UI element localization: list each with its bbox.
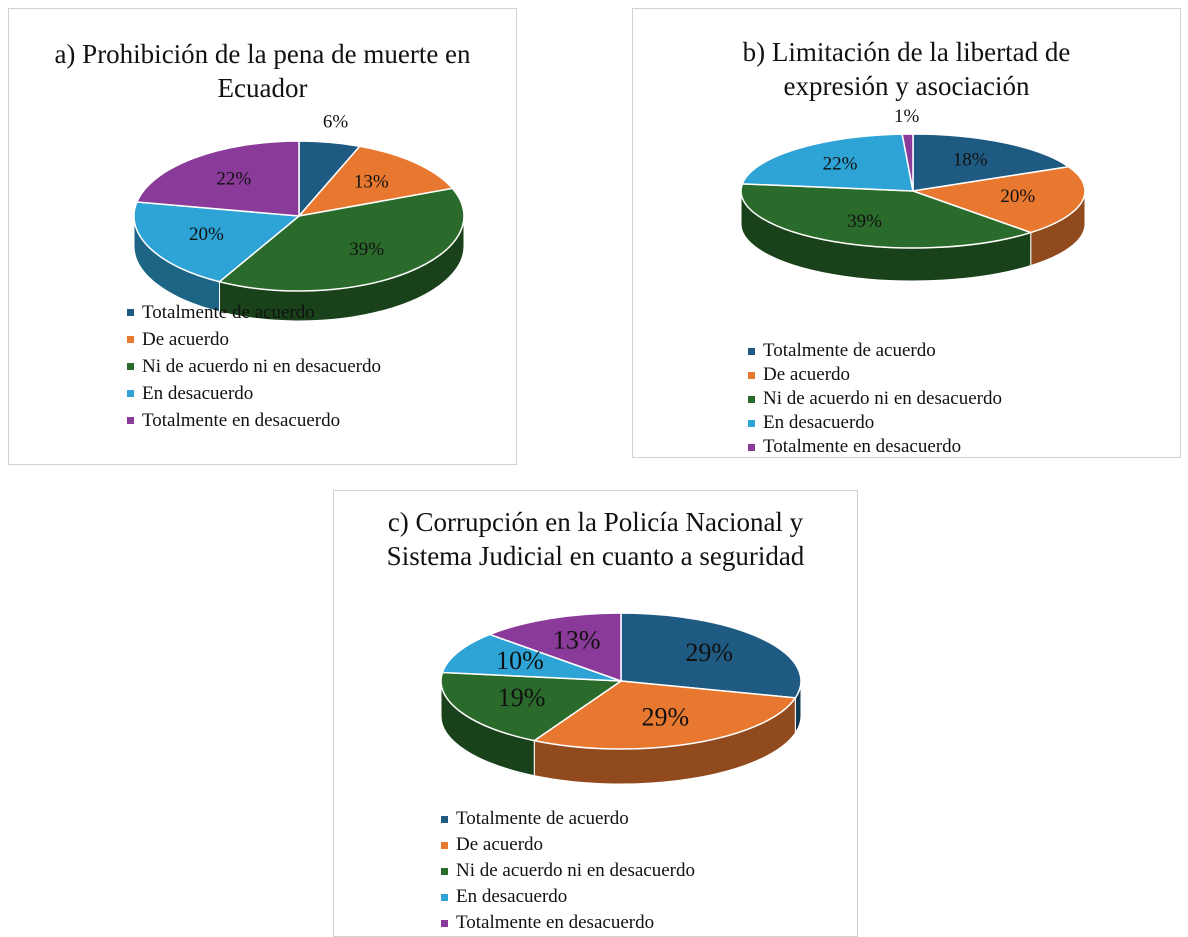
legend-swatch (748, 419, 755, 427)
legend-label: Totalmente en desacuerdo (142, 410, 341, 431)
legend-label: Totalmente de acuerdo (456, 808, 629, 829)
legend-item: Ni de acuerdo ni en desacuerdo (127, 353, 381, 380)
data-label: 22% (823, 154, 858, 175)
legend: Totalmente de acuerdo De acuerdo Ni de acu… (127, 299, 381, 434)
pie-slice (440, 671, 624, 742)
data-label: 13% (553, 625, 601, 654)
pie-slice (487, 612, 622, 683)
data-label: 39% (847, 211, 882, 232)
data-label: 29% (641, 703, 689, 732)
pie-slice (912, 133, 1071, 192)
pie-chart: 29% 29% 19% 10% 13% (440, 612, 802, 785)
legend-swatch (441, 919, 448, 927)
legend-item: Totalmente de acuerdo (441, 806, 695, 832)
pie-labels: 29% 29% 19% 10% 13% (496, 625, 733, 731)
legend-swatch (441, 841, 448, 849)
legend-label: De acuerdo (763, 364, 851, 385)
legend-swatch (441, 815, 448, 823)
legend-item: Totalmente de acuerdo (127, 299, 381, 326)
legend-label: Totalmente en desacuerdo (763, 436, 962, 457)
chart-panel: b) Limitación de la libertad de expresió… (632, 8, 1181, 458)
legend-swatch (441, 867, 448, 875)
legend-label: En desacuerdo (142, 383, 254, 404)
legend-swatch (127, 417, 134, 424)
data-label: 20% (1000, 186, 1035, 207)
pie-chart: 6% 13% 39% 20% 22% (133, 111, 465, 322)
legend-swatch (748, 395, 755, 403)
pie-tops (740, 133, 1086, 249)
data-label: 29% (685, 638, 733, 667)
legend-item: En desacuerdo (127, 380, 381, 407)
pie-slice (532, 680, 797, 750)
legend-label: Ni de acuerdo ni en desacuerdo (142, 356, 381, 377)
data-label: 22% (216, 169, 251, 190)
data-label: 1% (894, 106, 920, 127)
legend-item: De acuerdo (441, 832, 695, 858)
legend-item: De acuerdo (748, 363, 1002, 387)
chart-panel: a) Prohibición de la pena de muerte en E… (8, 8, 517, 465)
data-label: 10% (496, 646, 544, 675)
legend-item: Totalmente en desacuerdo (748, 435, 1002, 459)
pie-labels: 6% 13% 39% 20% 22% (189, 111, 389, 260)
legend-swatch (127, 336, 134, 343)
pie-chart: 18% 20% 39% 22% 1% (740, 106, 1086, 282)
pie-tops (133, 140, 465, 292)
legend-label: Totalmente de acuerdo (763, 340, 936, 361)
pie-slice (620, 612, 802, 699)
legend-item: Ni de acuerdo ni en desacuerdo (441, 858, 695, 884)
legend-swatch (127, 390, 134, 397)
pie-slice (912, 165, 1086, 234)
legend-swatch (748, 347, 755, 355)
pie-labels: 18% 20% 39% 22% 1% (823, 106, 1036, 232)
pie-slice (133, 201, 301, 283)
legend: Totalmente de acuerdo De acuerdo Ni de acu… (441, 806, 695, 936)
legend-label: Ni de acuerdo ni en desacuerdo (456, 860, 695, 881)
chart-title: c) Corrupción en la Policía Nacional y S… (386, 507, 805, 571)
legend-label: Totalmente de acuerdo (142, 302, 315, 323)
legend-item: Totalmente en desacuerdo (441, 910, 695, 936)
pie-slice (217, 187, 465, 292)
data-label: 39% (349, 239, 384, 260)
legend-item: Totalmente en desacuerdo (127, 407, 381, 434)
legend-item: Ni de acuerdo ni en desacuerdo (748, 387, 1002, 411)
pie-slice (297, 145, 454, 218)
data-label: 18% (953, 150, 988, 171)
legend-item: En desacuerdo (441, 884, 695, 910)
legend-label: En desacuerdo (763, 412, 875, 433)
data-label: 13% (354, 171, 389, 192)
legend-label: De acuerdo (142, 329, 230, 350)
data-label: 6% (323, 111, 349, 132)
pie-slice (901, 133, 914, 192)
legend-label: De acuerdo (456, 834, 544, 855)
pie-tops (440, 612, 802, 750)
legend-item: De acuerdo (127, 326, 381, 353)
legend-item: En desacuerdo (748, 411, 1002, 435)
legend-label: Totalmente en desacuerdo (456, 912, 655, 933)
pie-slice (441, 633, 622, 682)
legend-label: Ni de acuerdo ni en desacuerdo (763, 388, 1002, 409)
chart-title: b) Limitación de la libertad de expresió… (742, 37, 1071, 101)
legend-item: Totalmente de acuerdo (748, 339, 1002, 363)
pie-slice (741, 133, 914, 192)
legend: Totalmente de acuerdo De acuerdo Ni de acu… (748, 339, 1002, 459)
data-label: 19% (498, 683, 546, 712)
legend-swatch (748, 371, 755, 379)
chart-title: a) Prohibición de la pena de muerte en E… (54, 39, 471, 103)
legend-swatch (127, 309, 134, 316)
data-label: 20% (189, 224, 224, 245)
pie-slice (135, 140, 300, 217)
legend-label: En desacuerdo (456, 886, 568, 907)
legend-swatch (441, 893, 448, 901)
legend-swatch (748, 443, 755, 451)
legend-swatch (127, 363, 134, 370)
chart-panel: c) Corrupción en la Policía Nacional y S… (333, 490, 858, 937)
pie-slice (740, 183, 1034, 249)
